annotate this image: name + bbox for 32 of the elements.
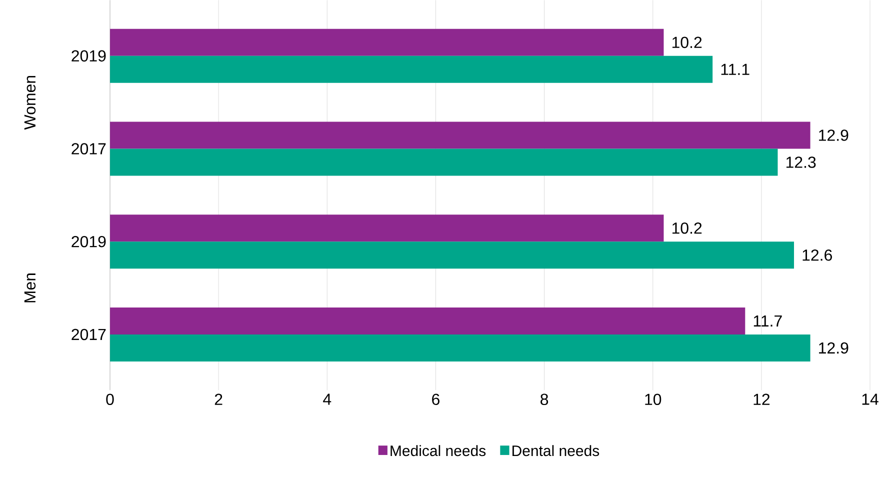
bar: [110, 28, 664, 56]
y-tick-label: 2017: [72, 143, 106, 154]
text: Men: [24, 273, 36, 302]
y-tick-label: 2017: [72, 328, 106, 340]
data-label: 12.9: [819, 342, 848, 354]
bar: [110, 56, 713, 83]
data-label: 12.3: [786, 156, 816, 168]
x-tick-label: 12: [754, 394, 770, 405]
legend-label: Dental needs: [512, 445, 600, 456]
y-tick-label: 2019: [72, 236, 106, 248]
x-tick-label: 2: [214, 394, 222, 405]
data-label: 10.2: [672, 36, 702, 48]
x-tick-label: 4: [323, 394, 332, 405]
data-label: 11.7: [754, 315, 782, 326]
y-tick-label: 2019: [72, 50, 106, 62]
data-label: 11.1: [721, 64, 750, 75]
x-tick-label: 14: [862, 394, 878, 405]
bar: [110, 307, 746, 334]
x-tick-label: 8: [540, 394, 548, 405]
bar: [110, 334, 810, 362]
x-tick-label: 0: [106, 394, 114, 405]
x-tick-label: 6: [432, 394, 440, 405]
legend-label: Medical needs: [390, 445, 486, 456]
bar: [110, 214, 664, 242]
text: Women: [24, 76, 36, 130]
bar: [110, 148, 778, 176]
x-tick-label: 10: [645, 394, 662, 405]
data-label: 12.6: [802, 249, 832, 261]
data-label: 12.9: [819, 130, 848, 141]
data-label: 10.2: [672, 222, 702, 234]
bar: [110, 242, 794, 269]
bar: [110, 122, 810, 149]
